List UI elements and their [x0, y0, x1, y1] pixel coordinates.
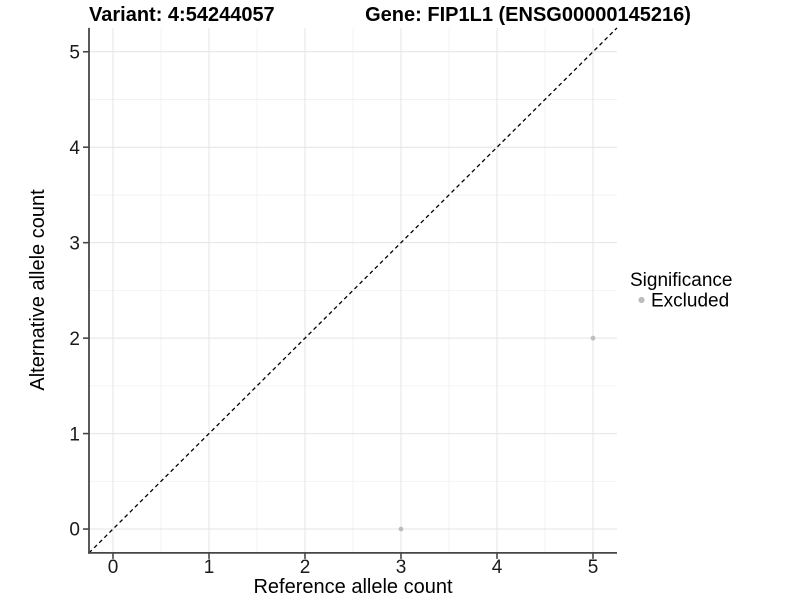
y-tick-label: 1 [69, 424, 80, 445]
x-axis-title: Reference allele count [253, 576, 452, 598]
x-tick-label: 3 [396, 557, 407, 578]
legend-title: Significance [630, 270, 732, 291]
legend-key-excluded-dot [638, 296, 645, 304]
y-axis-title: Alternative allele count [27, 189, 49, 391]
x-tick-label: 1 [204, 557, 215, 578]
y-tick-label: 3 [69, 233, 80, 254]
x-tick-label: 0 [108, 557, 119, 578]
y-tick-label: 0 [69, 520, 80, 541]
x-tick-label: 5 [588, 557, 599, 578]
x-tick-label: 4 [492, 557, 503, 578]
data-points-group [398, 335, 596, 532]
y-tick-label: 5 [69, 42, 80, 63]
x-axis-ticks: 0 1 2 3 4 5 [108, 552, 599, 578]
identity-line-group [88, 27, 618, 554]
x-tick-label: 2 [300, 557, 311, 578]
major-gridlines [89, 27, 617, 553]
minor-gridlines [89, 27, 617, 553]
y-tick-label: 2 [69, 329, 80, 350]
y-tick-label: 4 [69, 138, 80, 159]
identity-line [88, 27, 618, 554]
y-axis-ticks: 0 1 2 3 4 5 [69, 42, 89, 541]
plot-title-variant: Variant: 4:54244057 [89, 4, 275, 26]
legend-item-label: Excluded [651, 291, 729, 312]
data-point [398, 526, 404, 532]
legend: Significance Excluded [630, 270, 732, 312]
plot-title-gene: Gene: FIP1L1 (ENSG00000145216) [365, 4, 691, 26]
data-point [590, 335, 596, 341]
